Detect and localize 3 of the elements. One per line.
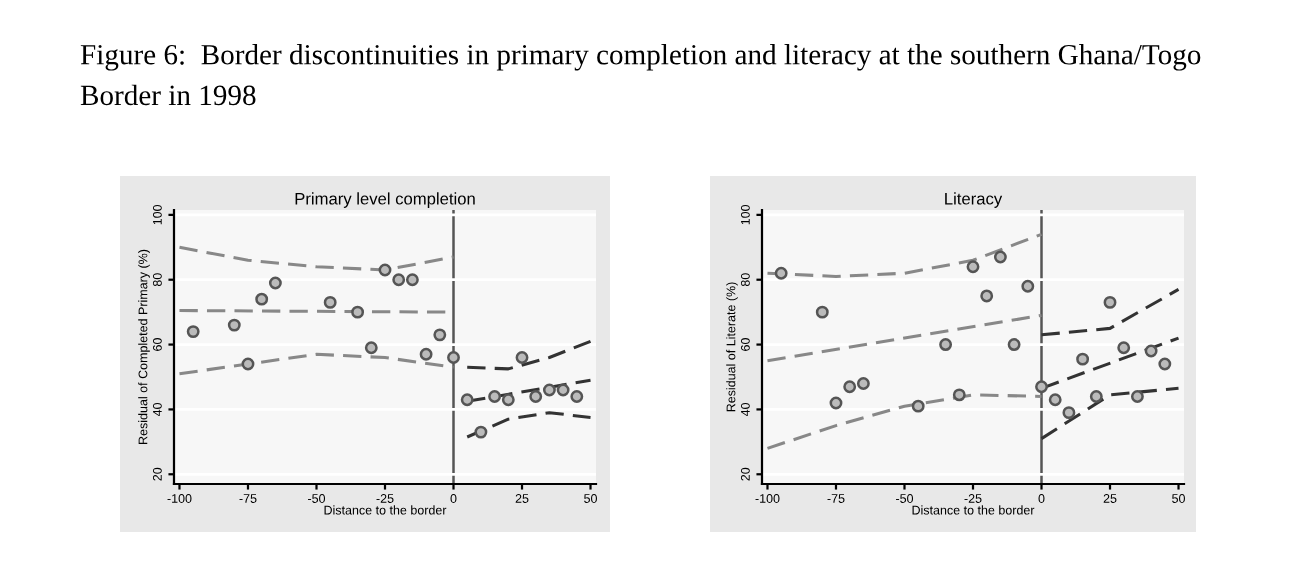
chart-title: Primary level completion xyxy=(295,192,475,208)
chart-title: Literacy xyxy=(945,192,1003,208)
caption: Figure 6: Border discontinuities in primary completion and literacy at the southern Ghana/Togo Border in 1998 xyxy=(80,44,1201,106)
